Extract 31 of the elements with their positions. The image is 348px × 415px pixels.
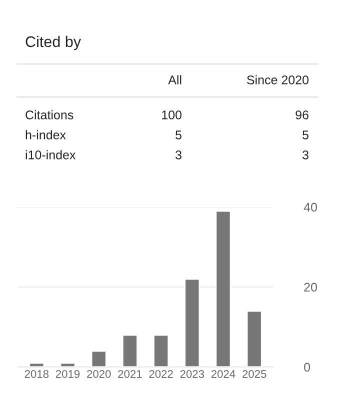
text: 3 <box>302 150 308 160</box>
x-tick-label: 2018 <box>24 370 49 378</box>
text: 5 <box>176 130 182 140</box>
x-tick-label: 2019 <box>56 370 80 378</box>
bar <box>122 334 138 367</box>
bar <box>153 334 170 367</box>
bar <box>90 350 107 367</box>
text: i10-index <box>26 150 76 160</box>
y-tick-label: 0 <box>304 362 310 372</box>
x-tick-label: 2022 <box>149 370 173 378</box>
text: Cited by <box>26 36 82 50</box>
y-tick-label: 20 <box>304 282 317 292</box>
bar <box>246 310 262 367</box>
x-tick-label: 2021 <box>118 370 142 378</box>
bar <box>60 362 76 367</box>
x-tick-label: 2025 <box>242 370 266 378</box>
bar <box>215 210 232 367</box>
text: Citations <box>26 110 74 120</box>
y-tick-label: 40 <box>304 202 317 212</box>
x-tick-label: 2024 <box>211 370 236 378</box>
category-label: Since 2020 <box>247 75 309 84</box>
category-label: All <box>168 75 182 84</box>
text: 96 <box>296 110 308 120</box>
x-tick-label: 2023 <box>180 370 204 378</box>
text: h-index <box>26 130 66 140</box>
text: 100 <box>162 110 182 120</box>
text: 3 <box>176 150 182 160</box>
bar <box>184 278 200 367</box>
text: 5 <box>302 130 308 140</box>
x-tick-label: 2020 <box>87 370 111 378</box>
bar <box>28 362 45 367</box>
